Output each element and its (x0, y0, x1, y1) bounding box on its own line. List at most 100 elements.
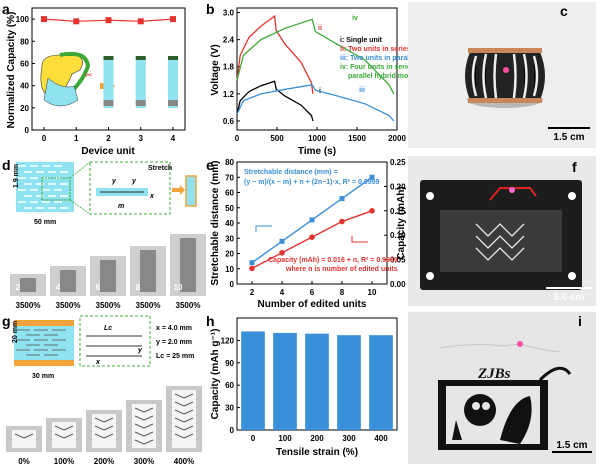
a-data-point (73, 18, 80, 25)
panel-label-i: i (578, 313, 582, 329)
led-icon-f (509, 187, 515, 193)
g-height-dim: 20 mm (12, 321, 19, 343)
e-ytick2-label: 0.15 (390, 207, 406, 216)
c-scale-bar: 1.5 cm (553, 132, 584, 143)
b-series-i (236, 80, 314, 122)
a-xtick-label: 4 (171, 134, 176, 143)
a-data-point (137, 18, 144, 25)
d-photo-percent: 3500% (16, 301, 41, 310)
a-strip-top (103, 56, 114, 60)
a-xtick-label: 3 (139, 134, 144, 143)
h-xtick-label: 0 (251, 434, 256, 443)
b-series-label-iv: iv (352, 15, 358, 22)
b-xtick-label: 1000 (308, 134, 326, 143)
led-icon (503, 67, 509, 73)
e-point-left (279, 238, 285, 244)
panel-label-d: d (2, 157, 11, 173)
e-xtick-label: 10 (368, 288, 377, 297)
d-width-dim: 50 mm (34, 219, 56, 226)
d-m: m (118, 203, 124, 210)
g-param-lc: Lc = 25 mm (156, 353, 194, 360)
e-ytick-label: 70 (225, 173, 234, 182)
b-series-label-iii: iii (359, 87, 365, 94)
panel-c-photo: c 1.5 cm (408, 2, 596, 148)
e-xtick-label: 6 (310, 288, 315, 297)
d-photo-number: 10 (174, 283, 183, 292)
panel-label-a: a (2, 1, 10, 17)
d-photo-strip (60, 270, 76, 292)
a-ytick-label: 40 (20, 82, 29, 91)
d-photo-percent: 3500% (56, 301, 81, 310)
g-param-x: x = 4.0 mm (156, 325, 192, 332)
g-photo-percent: 100% (54, 457, 74, 466)
b-xtick-label: 0 (235, 134, 240, 143)
a-xtick-label: 1 (74, 134, 79, 143)
panel-i-photo: i ZJBs 1.5 cm (408, 312, 596, 464)
g-photo-sheet (172, 390, 196, 448)
a-strip-top (135, 56, 146, 60)
h-ytick-label: 120 (221, 336, 235, 345)
a-data-point (41, 16, 47, 23)
h-bar (241, 331, 265, 430)
b-legend-i: i: Single unit (340, 37, 383, 44)
e-ytick2-label: 0.25 (390, 158, 406, 167)
d-photo-percent: 3500% (176, 301, 201, 310)
a-strip (135, 58, 146, 108)
e-ytick-label: 80 (225, 158, 234, 167)
a-strip (168, 58, 178, 108)
b-ytick-label: 1.2 (223, 90, 235, 99)
e-ylabel: Stretchable distance (mm) (210, 160, 221, 285)
panel-a-chart: 0 20 40 60 80 100 0 1 2 3 4 Normalized Capacity (%… (6, 7, 186, 157)
d-photo-number: 2 (16, 283, 21, 292)
g-photo-sheet (132, 404, 156, 448)
d-height-dim: 1.9 mm (13, 164, 20, 188)
panel-label-h: h (206, 313, 215, 329)
a-strip-bottom (135, 100, 146, 106)
panel-label-e: e (206, 157, 214, 173)
e-ylabel2: Capacity (mAh) (396, 186, 407, 259)
g-photo-pattern (54, 425, 74, 439)
e-right-axis-indicator (351, 236, 368, 243)
panel-f-photo: f 3.0 cm (408, 156, 596, 306)
led-icon-i (517, 341, 523, 347)
a-xtick-label: 0 (42, 134, 47, 143)
panel-label-b: b (206, 1, 215, 17)
e-bottom-note: where n is number of edited units (285, 266, 398, 273)
lantern-battery (465, 48, 545, 108)
g-lc: Lc (104, 325, 112, 332)
panel-label-c: c (560, 3, 568, 19)
a-ytick-label: 20 (20, 104, 29, 113)
b-ytick-label: 3.0 (223, 9, 235, 18)
d-photo-percent: 3500% (96, 301, 121, 310)
a-unit-strips (103, 56, 178, 108)
a-ylabel: Normalized Capacity (%) (6, 12, 17, 129)
e-top-title: Stretchable distance (mm) = (244, 169, 338, 176)
h-bar (273, 332, 297, 430)
e-xtick-label: 8 (340, 288, 345, 297)
g-photo-pattern (134, 407, 154, 445)
b-series-iii (236, 84, 395, 122)
g-y: y (137, 347, 143, 354)
logo-zjbs: ZJBs (477, 366, 511, 382)
d-x: x (149, 193, 155, 200)
g-photo-pattern (94, 417, 114, 439)
h-ytick-label: 30 (225, 404, 234, 413)
a-xlabel: Device unit (81, 146, 135, 157)
e-ytick2-label: 0.20 (390, 182, 406, 191)
b-series-ii (236, 14, 314, 94)
e-point-left (369, 174, 375, 180)
h-bar (369, 335, 393, 430)
a-strip-top (168, 56, 178, 60)
g-photo-percent: 300% (134, 457, 154, 466)
h-ytick-label: 90 (225, 359, 234, 368)
b-series-label-ii: ii (318, 25, 322, 32)
e-point-right (339, 218, 345, 225)
e-point-right (369, 208, 375, 214)
papercut-artwork (438, 366, 572, 450)
d-y2: y (131, 178, 137, 185)
d-photo-strip (180, 238, 196, 292)
b-ytick-label: 2.4 (223, 36, 235, 45)
e-xlabel: Number of edited units (258, 299, 367, 310)
a-ytick-label: 80 (20, 37, 29, 46)
